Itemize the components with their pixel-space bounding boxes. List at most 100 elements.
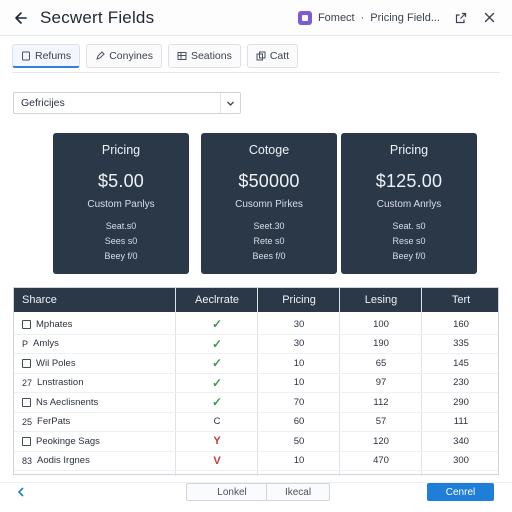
- tab-bar: Refums Conyines Seations Catt: [12, 44, 299, 68]
- card-subtitle: Custom Panlys: [87, 199, 155, 210]
- row-checkbox[interactable]: [22, 319, 31, 329]
- filter-dropdown[interactable]: Gefricijes: [13, 92, 241, 114]
- tab-seations[interactable]: Seations: [167, 44, 241, 68]
- checkmark-icon: ✓: [211, 395, 223, 410]
- column-header-tert[interactable]: Tert: [451, 294, 471, 306]
- row-pricing-cell: 10: [293, 357, 305, 369]
- table-row[interactable]: Wil Poles ✓ 10 65 145: [14, 354, 498, 374]
- row-tert-cell: 160: [453, 318, 469, 330]
- table-row[interactable]: Mphates ✓ 30 100 160: [14, 315, 498, 335]
- checkmark-icon: ✓: [211, 356, 223, 371]
- row-lesing-cell: 65: [375, 357, 387, 369]
- column-header-pricing[interactable]: Pricing: [282, 294, 316, 306]
- row-pricing-cell: 30: [293, 338, 305, 350]
- row-status-cell: V: [176, 452, 258, 471]
- table-row[interactable]: 27 Lnstrastion ✓ 10 97 230: [14, 374, 498, 393]
- table-row[interactable]: P Amlys ✓ 30 190 335: [14, 335, 498, 354]
- chevron-down-icon: [220, 93, 240, 113]
- row-marker: 83: [22, 455, 33, 466]
- row-tert-cell: 290: [453, 396, 469, 408]
- row-lesing-cell: 112: [373, 396, 389, 408]
- checkmark-icon: ✓: [211, 336, 223, 351]
- column-header-aeclrrate[interactable]: Aeclrrate: [194, 294, 240, 306]
- row-name-cell: Mphates: [22, 315, 172, 334]
- column-divider: [175, 288, 176, 476]
- row-pricing-cell: 30: [293, 318, 305, 330]
- row-name: Mphates: [36, 318, 73, 330]
- pricing-card-2[interactable]: Pricing $125.00 Custom Anrlys Seat. s0 R…: [341, 133, 477, 274]
- column-divider: [421, 288, 422, 476]
- row-status-cell: C: [176, 413, 258, 432]
- row-name-cell: Ns Aeclisnents: [22, 393, 172, 412]
- tab-label: Seations: [190, 50, 232, 62]
- row-status-cell: ✓: [176, 315, 258, 334]
- row-lesing-cell: 120: [373, 435, 389, 447]
- row-marker: 27: [22, 377, 33, 388]
- title-context: Fomect · Pricing Field...: [297, 7, 512, 29]
- data-table: Sharce Aeclrrate Pricing Lesing Tert Mph…: [13, 287, 499, 476]
- table-row[interactable]: Ns Aeclisnents ✓ 70 112 290: [14, 393, 498, 413]
- row-lesing-cell: 190: [373, 338, 389, 350]
- table-row[interactable]: 25 FerPats C 60 57 111: [14, 413, 498, 432]
- ikecal-button[interactable]: Ikecal: [266, 483, 330, 501]
- row-tert-cell: 145: [453, 357, 469, 369]
- row-checkbox[interactable]: [22, 358, 31, 368]
- status-mark: Y: [213, 435, 221, 448]
- column-header-lesing[interactable]: Lesing: [364, 294, 398, 306]
- close-button[interactable]: [478, 7, 500, 29]
- copy-icon: [256, 51, 266, 61]
- row-name-cell: 83 Aodis Irgnes: [22, 452, 172, 471]
- row-checkbox[interactable]: [22, 436, 31, 446]
- row-name: Amlys: [33, 338, 59, 350]
- row-name-cell: Wil Poles: [22, 354, 172, 373]
- status-mark: C: [213, 416, 221, 428]
- row-tert-cell: 230: [453, 377, 469, 389]
- tab-catt[interactable]: Catt: [246, 44, 299, 68]
- table-row[interactable]: Peokinge Sags Y 50 120 340: [14, 432, 498, 452]
- row-marker: 25: [22, 416, 33, 427]
- previous-button[interactable]: [12, 483, 30, 501]
- row-name: Aodis Irgnes: [37, 455, 90, 467]
- tab-label: Catt: [269, 50, 290, 62]
- row-lesing-cell: 100: [373, 318, 389, 330]
- share-button[interactable]: [450, 7, 472, 29]
- row-pricing-cell: 60: [293, 416, 305, 428]
- context-separator: ·: [360, 11, 365, 24]
- column-header-sharce[interactable]: Sharce: [22, 294, 57, 306]
- row-tert-cell: 340: [453, 435, 469, 447]
- chevron-left-icon: [17, 487, 24, 497]
- tab-conyines[interactable]: Conyines: [86, 44, 162, 68]
- row-tert-cell: 300: [453, 455, 469, 467]
- card-detail: Beey f/0: [104, 251, 138, 261]
- row-name-cell: 25 FerPats: [22, 413, 172, 432]
- tab-refums[interactable]: Refums: [12, 44, 81, 68]
- row-pricing-cell: 10: [293, 455, 305, 467]
- row-name-cell: P Amlys: [22, 335, 172, 354]
- context-right: Pricing Field...: [370, 11, 440, 24]
- card-detail: Seet.30: [253, 221, 285, 231]
- tab-label: Conyines: [109, 50, 153, 62]
- lonkel-button[interactable]: Lonkel: [186, 483, 278, 501]
- context-left: Fomect: [317, 11, 355, 24]
- arrow-left-icon: [15, 11, 27, 24]
- app-badge-icon: [297, 10, 312, 25]
- row-tert-cell: 111: [453, 416, 469, 428]
- card-subtitle: Cusomn Pirkes: [235, 199, 303, 210]
- window-title: Secwert Fields: [40, 7, 155, 27]
- card-detail: Seat. s0: [392, 221, 426, 231]
- table-header: Sharce Aeclrrate Pricing Lesing Tert: [14, 288, 498, 312]
- pricing-card[interactable]: Pricing $5.00 Custom Panlys Seat.s0 Sees…: [53, 133, 189, 274]
- card-detail: Rese s0: [392, 236, 426, 246]
- card-title: Pricing: [101, 143, 141, 157]
- card-price: $50000: [238, 171, 300, 191]
- table-icon: [177, 52, 187, 60]
- cotoge-card[interactable]: Cotoge $50000 Cusomn Pirkes Seet.30 Rete…: [201, 133, 337, 274]
- row-marker: P: [22, 338, 29, 349]
- cenrel-primary-button[interactable]: Cenrel: [427, 483, 494, 501]
- row-checkbox[interactable]: [22, 397, 31, 407]
- external-share-icon: [455, 12, 467, 23]
- row-pricing-cell: 50: [293, 435, 305, 447]
- back-button[interactable]: [6, 0, 36, 36]
- card-price: $5.00: [97, 171, 145, 191]
- table-row[interactable]: 83 Aodis Irgnes V 10 470 300: [14, 452, 498, 471]
